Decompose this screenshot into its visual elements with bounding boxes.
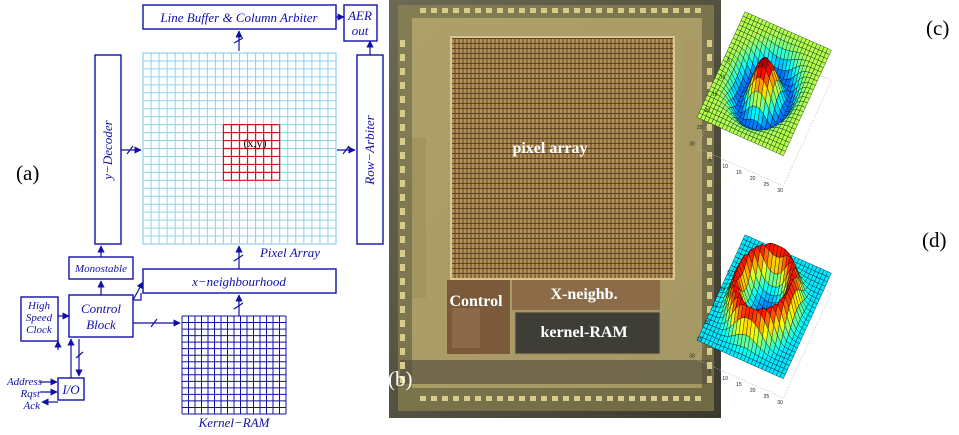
clock-label-3: Clock bbox=[26, 324, 53, 336]
tick-label: 30 bbox=[689, 142, 695, 148]
tick-label: 15 bbox=[736, 382, 742, 388]
tick-label: 10 bbox=[720, 287, 726, 293]
tick-label: 20 bbox=[750, 176, 756, 182]
tick-label: 25 bbox=[697, 125, 703, 131]
tick-label: 30 bbox=[777, 400, 783, 406]
panel-label-c: (c) bbox=[926, 16, 949, 40]
x-neighbourhood-label: x−neighbourhood bbox=[191, 274, 286, 289]
clock-label-1: High bbox=[27, 300, 51, 312]
chip-pixel-array bbox=[451, 37, 674, 279]
control-block: Control Block bbox=[68, 294, 134, 338]
tick-label: 15 bbox=[712, 303, 718, 309]
tick-label: 15 bbox=[736, 170, 742, 176]
x-neighbourhood-block: x−neighbourhood bbox=[142, 268, 337, 294]
control-label-2: Block bbox=[86, 317, 116, 332]
tick-label: 10 bbox=[722, 164, 728, 170]
aer-out-block: AER out bbox=[343, 4, 378, 42]
tick-label: 30 bbox=[689, 354, 695, 360]
tick-label: 5 bbox=[727, 58, 730, 64]
pixel-array-label: Pixel Array bbox=[259, 245, 320, 260]
chip-label-x-neighb: X-neighb. bbox=[550, 286, 617, 303]
y-decoder-block: y−Decoder bbox=[94, 54, 122, 245]
chip-x-neighb bbox=[512, 280, 660, 310]
ack-label: Ack bbox=[23, 400, 42, 412]
line-buffer-block: Line Buffer & Column Arbiter bbox=[142, 4, 337, 30]
row-arbiter-block: Row−Arbiter bbox=[356, 54, 384, 245]
chip-label-pixel-array: pixel array bbox=[512, 140, 587, 157]
line-buffer-label: Line Buffer & Column Arbiter bbox=[159, 10, 318, 25]
surface-plot-d: 5 10 15 20 25 30 5 10 15 20 25 30 bbox=[689, 234, 832, 406]
monostable-block: Monostable bbox=[68, 256, 134, 280]
control-label-1: Control bbox=[81, 301, 121, 316]
panel-label-a: (a) bbox=[16, 161, 39, 185]
monostable-label: Monostable bbox=[74, 263, 127, 275]
tick-label: 5 bbox=[709, 158, 712, 164]
kernel-ram-grid bbox=[181, 315, 287, 415]
tick-label: 10 bbox=[720, 75, 726, 81]
high-speed-clock-block: High Speed Clock bbox=[20, 296, 59, 342]
y-decoder-label: y−Decoder bbox=[100, 119, 115, 181]
io-label: I/O bbox=[61, 382, 80, 397]
rqst-label: Rqst bbox=[19, 388, 41, 400]
io-block: I/O bbox=[57, 377, 85, 401]
chip-photo: pixel array Control X-neighb. kernel-RAM bbox=[389, 0, 721, 418]
address-label: Address bbox=[6, 376, 42, 388]
tick-label: 10 bbox=[722, 376, 728, 382]
tick-label: 25 bbox=[764, 182, 770, 188]
panel-label-d: (d) bbox=[922, 228, 947, 252]
tick-label: 5 bbox=[727, 270, 730, 276]
chip-label-control: Control bbox=[449, 293, 503, 310]
tick-label: 20 bbox=[750, 388, 756, 394]
xy-label: (x,y) bbox=[244, 136, 267, 150]
tick-label: 5 bbox=[709, 370, 712, 376]
aer-out-label-1: AER bbox=[347, 8, 372, 23]
chip-label-kernel-ram: kernel-RAM bbox=[540, 324, 627, 341]
wire-control-xneigh bbox=[132, 281, 144, 301]
kernel-ram-label: Kernel−RAM bbox=[198, 415, 271, 430]
surface-plot-c: 5 10 15 20 25 30 5 10 15 20 25 30 bbox=[689, 11, 832, 194]
chip-kernel-ram bbox=[514, 311, 661, 355]
tick-label: 25 bbox=[697, 337, 703, 343]
kernel-window bbox=[222, 124, 281, 181]
tick-label: 25 bbox=[764, 394, 770, 400]
clock-label-2: Speed bbox=[26, 312, 53, 324]
row-arbiter-label: Row−Arbiter bbox=[362, 114, 377, 185]
tick-label: 20 bbox=[705, 320, 711, 326]
aer-out-label-2: out bbox=[352, 23, 369, 38]
tick-label: 30 bbox=[777, 188, 783, 194]
tick-label: 15 bbox=[712, 91, 718, 97]
panel-label-b: (b) bbox=[388, 367, 413, 391]
tick-label: 20 bbox=[705, 108, 711, 114]
